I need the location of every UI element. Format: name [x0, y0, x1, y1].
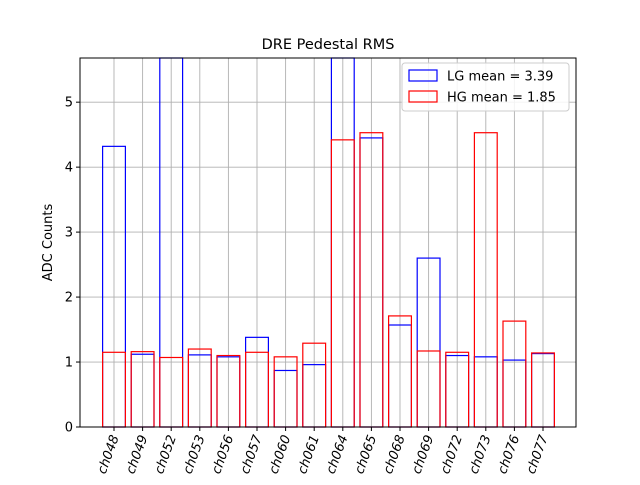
y-tick-label: 1: [65, 356, 73, 371]
plot-frame: [79, 57, 577, 428]
legend-swatch-hg: [408, 90, 438, 103]
y-tick-label: 5: [65, 96, 73, 111]
grid: [80, 58, 576, 428]
chart-title: DRE Pedestal RMS: [262, 37, 395, 53]
y-axis-label: ADC Counts: [41, 204, 56, 282]
y-tick-label: 0: [65, 421, 73, 436]
legend-swatch-lg: [408, 69, 438, 82]
y-tick-label: 4: [65, 161, 73, 176]
y-tick-label: 2: [65, 291, 73, 306]
legend-label-hg: HG mean = 1.85: [447, 91, 556, 106]
legend: LG mean = 3.39 HG mean = 1.85: [401, 62, 570, 112]
legend-label-lg: LG mean = 3.39: [447, 70, 553, 85]
y-tick-label: 3: [65, 226, 73, 241]
legend-box: [401, 62, 570, 112]
